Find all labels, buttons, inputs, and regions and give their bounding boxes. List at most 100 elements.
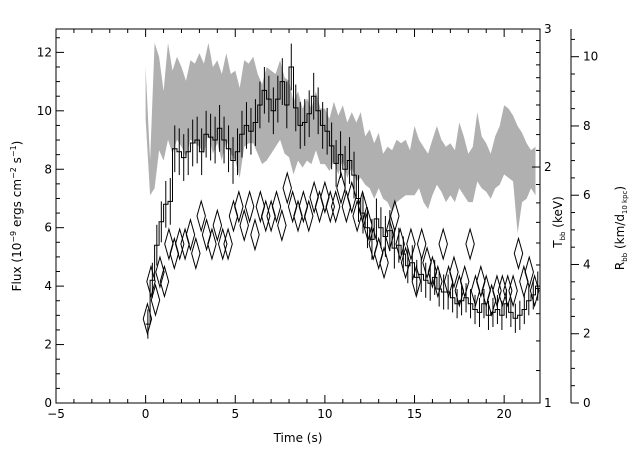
flux-tick-label: 0 [44, 396, 52, 410]
temperature-diamond [250, 217, 260, 252]
radius-label-sub2: 10 kpc [621, 190, 629, 214]
radius-tick-label: 2 [583, 327, 591, 341]
temperature-diamond [465, 227, 475, 261]
temperature-diamond [320, 180, 330, 215]
temperature-diamond [513, 236, 524, 271]
radius-label-main: R [613, 262, 627, 270]
temperature-diamond [142, 302, 153, 336]
temperature-diamond [524, 255, 534, 289]
temperature-diamond [223, 227, 233, 261]
flux-label-part-2: ergs cm [10, 179, 24, 231]
x-tick-label: 15 [407, 407, 422, 421]
temperature-diamond [368, 227, 379, 261]
temperature-diamond [185, 217, 196, 252]
temp-axis-label: Tbb (keV) [551, 196, 567, 249]
temperature-diamond [433, 264, 443, 299]
temperature-diamond [529, 273, 540, 308]
temperature-diamond [271, 189, 282, 224]
temperature-diamond [481, 273, 491, 308]
temperature-diamond [411, 264, 422, 299]
temp-label-unit: (keV) [551, 196, 565, 231]
plot-frame [55, 28, 541, 404]
radius-label-mid: (km/d [613, 214, 627, 253]
temperature-diamond [164, 227, 174, 261]
series-layer [142, 42, 540, 339]
temperature-diamond [400, 245, 411, 280]
x-tick-label: 20 [497, 407, 512, 421]
temperature-diamond [287, 189, 298, 224]
temperature-diamond [390, 199, 400, 233]
temperature-diamond [309, 180, 319, 215]
radius-tick-label: 6 [583, 188, 591, 202]
temperature-diamond [508, 273, 518, 308]
flux-label-sup-3: −1 [9, 145, 18, 157]
temperature-diamond [476, 264, 486, 299]
temperature-diamond [146, 264, 156, 299]
flux-tick-label: 2 [44, 338, 52, 352]
temperature-diamond [459, 264, 470, 299]
radius-label-end: ) [613, 186, 627, 191]
temperature-diamond [363, 208, 373, 243]
temperature-diamond [212, 208, 223, 243]
temperature-diamond [304, 199, 314, 233]
temperature-diamond [449, 255, 459, 289]
x-tick-label: 5 [231, 407, 239, 421]
flux-label-sup-2: −2 [9, 167, 18, 179]
flux-tick-label: 10 [37, 104, 52, 118]
flux-histogram [145, 66, 540, 325]
flux-label-sup-1: −9 [9, 231, 18, 243]
x-tick-label: 0 [142, 407, 150, 421]
temperature-diamond [357, 189, 368, 224]
radius-tick-label: 10 [583, 50, 598, 64]
temperature-diamond [277, 208, 287, 243]
flux-label-part-4: ) [10, 141, 24, 146]
temperature-diamond [159, 264, 170, 299]
temperature-diamond [395, 227, 405, 261]
temperature-diamond [298, 189, 309, 224]
x-tick-label: 10 [317, 407, 332, 421]
radius-label-sub1: bb [621, 252, 629, 261]
flux-label-part-1: Flux (10 [10, 243, 24, 292]
temperature-diamond [416, 227, 427, 261]
radius-tick-label: 4 [583, 257, 591, 271]
x-tick-label: −5 [47, 407, 65, 421]
flux-axis-label: Flux (10−9 ergs cm−2 s−1) [9, 141, 24, 292]
temperature-diamond [201, 217, 212, 252]
temperature-diamond [379, 245, 389, 280]
temp-tick-label: 1 [544, 396, 552, 410]
temperature-diamond [330, 189, 341, 224]
flux-tick-label: 6 [44, 221, 52, 235]
temperature-diamond [422, 245, 432, 280]
radius-tick-label: 0 [583, 396, 591, 410]
temperature-diamond [347, 180, 357, 215]
radius-axis-label: Rbb (km/d10 kpc) [613, 186, 629, 270]
temp-label-main: T [551, 240, 565, 249]
temperature-diamond [336, 171, 346, 205]
temperature-diamond [427, 255, 438, 289]
temperature-diamond [150, 283, 161, 317]
flux-tick-label: 8 [44, 162, 52, 176]
temperature-diamond [234, 189, 244, 224]
temperature-diamond [155, 255, 165, 289]
temperature-diamond [207, 227, 217, 261]
radius-tick-label: 8 [583, 119, 591, 133]
temperature-diamond [244, 189, 255, 224]
temp-tick-label: 3 [544, 22, 552, 36]
temperature-diamond [191, 236, 201, 271]
temperature-diamond [282, 171, 292, 205]
temp-tick-label: 2 [544, 160, 552, 174]
temperature-diamond [239, 208, 249, 243]
x-axis-label: Time (s) [273, 431, 323, 445]
flux-tick-label: 12 [37, 45, 52, 59]
temperature-diamond [438, 227, 448, 261]
temp-label-sub: bb [559, 231, 567, 240]
temperature-diamond [196, 199, 206, 233]
flux-label-part-3: s [10, 157, 24, 167]
flux-tick-label: 4 [44, 279, 52, 293]
temperature-diamond [406, 227, 416, 261]
temperature-diamond [384, 217, 395, 252]
temperature-diamond [255, 189, 266, 224]
